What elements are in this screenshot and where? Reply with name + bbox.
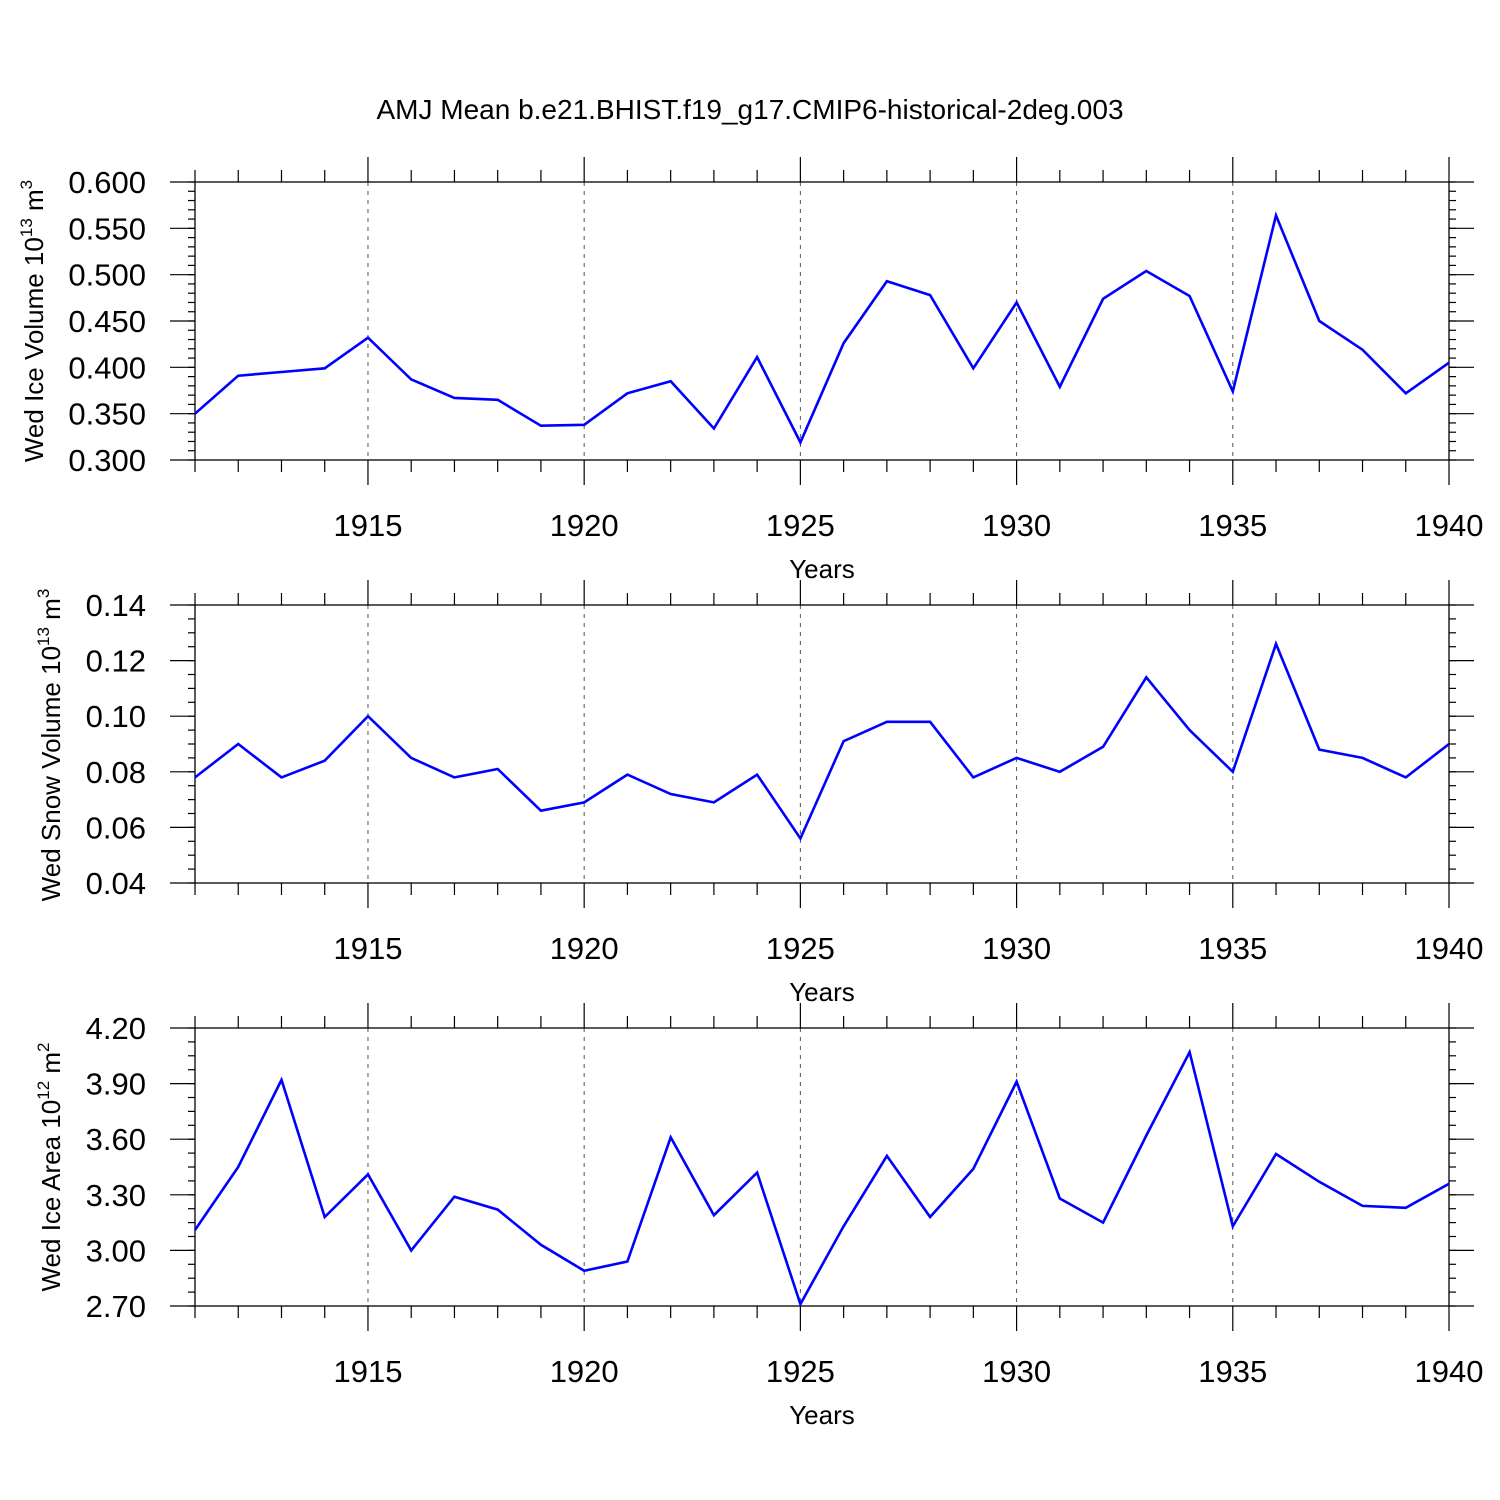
x-tick-label: 1930: [982, 508, 1051, 543]
y-tick-label: 0.500: [68, 258, 146, 293]
plot-frame: [194, 604, 1450, 884]
x-tick-label: 1940: [1415, 1354, 1484, 1389]
y-tick-label: 3.00: [86, 1233, 146, 1268]
x-tick-label: 1940: [1415, 508, 1484, 543]
x-tick-label: 1925: [766, 1354, 835, 1389]
y-axis-title-unit-exponent: 3: [34, 589, 53, 598]
plot-frame: [194, 181, 1450, 461]
y-axis-title: Wed Snow Volume 1013 m3: [34, 589, 66, 902]
y-tick-label: 0.400: [68, 350, 146, 385]
panel-ice-area: Wed Ice Area 1012 m2 Years 2.70 3.00 3.30 3…: [34, 1003, 1483, 1430]
x-axis-title: Years: [789, 1400, 855, 1430]
y-tick-label: 3.30: [86, 1178, 146, 1213]
x-tick-label: 1935: [1198, 931, 1267, 966]
y-axis-title-text: Wed Ice Volume 10: [19, 237, 49, 462]
panel-ice-volume: Wed Ice Volume 1013 m3 Years 0.300 0.350 0…: [17, 157, 1483, 584]
y-axis-title: Wed Ice Area 1012 m2: [34, 1042, 66, 1291]
y-axis-title-text: Wed Snow Volume 10: [36, 646, 66, 901]
y-tick-label: 0.12: [86, 644, 146, 679]
x-tick-label: 1935: [1198, 1354, 1267, 1389]
x-tick-label: 1920: [550, 1354, 619, 1389]
y-axis-title-unit: m: [36, 598, 66, 627]
y-axis-title-exponent: 13: [34, 627, 53, 646]
series-line: [194, 640, 1450, 842]
y-tick-label: 0.300: [68, 443, 146, 478]
y-tick-label: 0.08: [86, 755, 146, 790]
x-tick-label: 1920: [550, 508, 619, 543]
x-tick-label: 1930: [982, 1354, 1051, 1389]
y-tick-label: 3.60: [86, 1122, 146, 1157]
y-tick-label: 0.550: [68, 211, 146, 246]
y-axis-title-unit-exponent: 2: [34, 1042, 53, 1051]
x-tick-label: 1935: [1198, 508, 1267, 543]
y-tick-label: 0.10: [86, 699, 146, 734]
series-line: [193, 1048, 1450, 1308]
series-line: [194, 211, 1450, 446]
y-axis-title-unit-exponent: 3: [17, 180, 36, 189]
y-axis-title-exponent: 13: [17, 218, 36, 237]
x-tick-label: 1925: [766, 931, 835, 966]
y-axis-title-text: Wed Ice Area 10: [36, 1100, 66, 1292]
x-tick-label: 1925: [766, 508, 835, 543]
y-tick-label: 0.450: [68, 304, 146, 339]
x-axis-title: Years: [789, 977, 855, 1007]
y-tick-label: 0.350: [68, 397, 146, 432]
y-axis-title-unit: m: [36, 1052, 66, 1081]
panel-snow-volume: Wed Snow Volume 1013 m3 Years 0.04 0.06 0.…: [34, 580, 1483, 1007]
y-tick-label: 0.06: [86, 810, 146, 845]
x-tick-label: 1920: [550, 931, 619, 966]
x-axis-title: Years: [789, 554, 855, 584]
x-tick-label: 1915: [333, 508, 402, 543]
y-tick-label: 0.14: [86, 588, 146, 623]
x-tick-label: 1915: [333, 1354, 402, 1389]
y-tick-label: 2.70: [86, 1289, 146, 1324]
y-axis-title-unit: m: [19, 189, 49, 218]
x-tick-label: 1930: [982, 931, 1051, 966]
y-axis-title-exponent: 12: [34, 1081, 53, 1100]
x-tick-label: 1915: [333, 931, 402, 966]
y-axis-title: Wed Ice Volume 1013 m3: [17, 180, 49, 462]
x-tick-label: 1940: [1415, 931, 1484, 966]
y-tick-label: 4.20: [86, 1011, 146, 1046]
y-tick-label: 0.04: [86, 866, 146, 901]
chart-title: AMJ Mean b.e21.BHIST.f19_g17.CMIP6-histo…: [376, 94, 1123, 125]
y-tick-label: 3.90: [86, 1067, 146, 1102]
y-tick-label: 0.600: [68, 165, 146, 200]
